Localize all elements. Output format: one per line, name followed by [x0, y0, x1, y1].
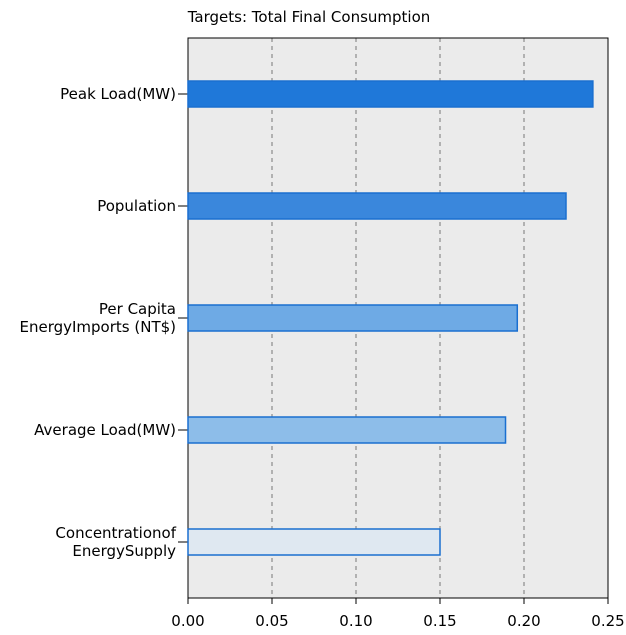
bar	[187, 192, 567, 220]
bar	[187, 304, 519, 332]
x-tick-label: 0.25	[591, 612, 624, 630]
chart-title: Targets: Total Final Consumption	[187, 8, 431, 26]
x-tick-label: 0.00	[171, 612, 204, 630]
y-tick-label: Peak Load(MW)	[60, 85, 176, 103]
bar	[187, 528, 441, 556]
x-tick-label: 0.15	[423, 612, 456, 630]
x-tick-label: 0.20	[507, 612, 540, 630]
y-tick-label: Per Capita EnergyImports (NT$)	[19, 300, 176, 336]
y-tick-label: Average Load(MW)	[34, 421, 176, 439]
bar	[187, 80, 594, 108]
x-tick-label: 0.05	[255, 612, 288, 630]
y-tick-label: Concentrationof EnergySupply	[55, 524, 176, 560]
x-tick-label: 0.10	[339, 612, 372, 630]
bar	[187, 416, 507, 444]
y-tick-label: Population	[97, 197, 176, 215]
